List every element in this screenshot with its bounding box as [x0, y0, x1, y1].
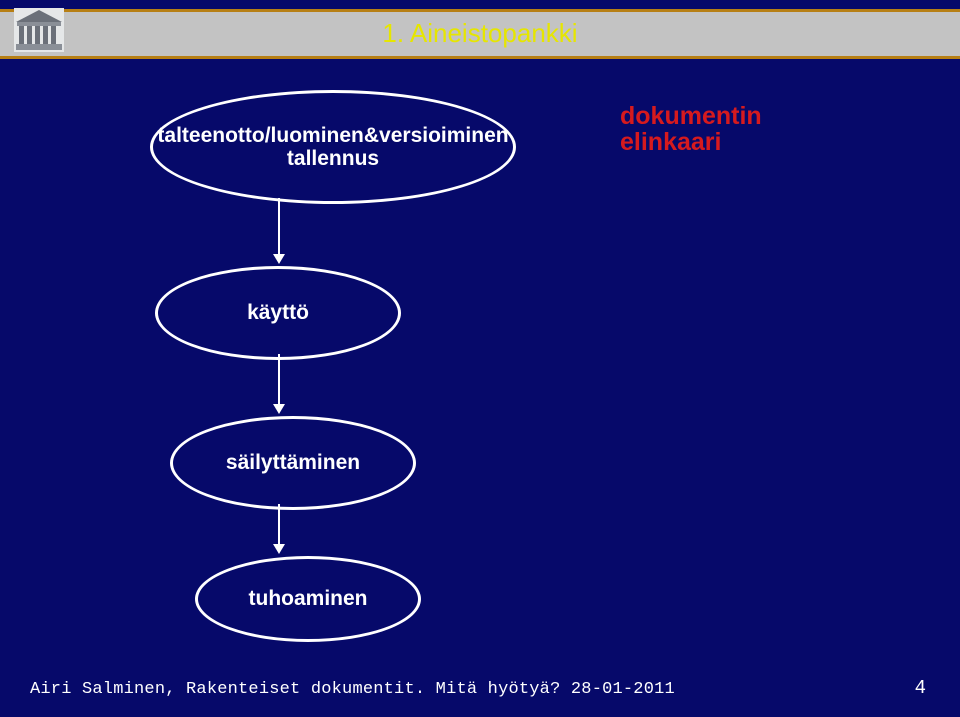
- node-label: tuhoaminen: [249, 587, 368, 610]
- node-label: säilyttäminen: [226, 451, 360, 474]
- side-label-line1: dokumentin: [620, 103, 762, 129]
- node-talteenotto: talteenotto/luominen&versioiminen tallen…: [150, 90, 516, 204]
- node-label: talteenotto/luominen&versioiminen: [157, 124, 508, 147]
- side-label: dokumentin elinkaari: [620, 103, 762, 156]
- node-kaytto: käyttö: [155, 266, 401, 360]
- slide-title: 1. Aineistopankki: [0, 18, 960, 49]
- header-bottom-rule: [0, 56, 960, 59]
- node-label: tallennus: [287, 147, 379, 170]
- page-number: 4: [915, 677, 926, 699]
- node-tuhoaminen: tuhoaminen: [195, 556, 421, 642]
- side-label-line2: elinkaari: [620, 129, 762, 155]
- header-top-rule: [0, 9, 960, 12]
- slide: 1. Aineistopankki dokumentin elinkaari t…: [0, 0, 960, 717]
- node-sailyttaminen: säilyttäminen: [170, 416, 416, 510]
- node-label: käyttö: [247, 301, 309, 324]
- footer-text: Airi Salminen, Rakenteiset dokumentit. M…: [30, 680, 675, 699]
